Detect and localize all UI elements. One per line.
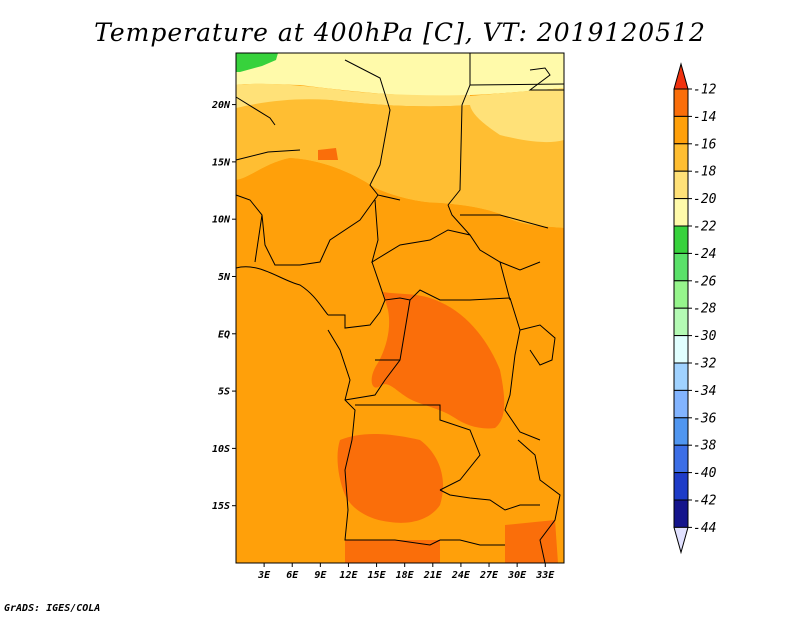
lat-tick-label: 10S bbox=[212, 444, 230, 455]
lat-tick-label: 15S bbox=[212, 501, 230, 512]
field-patch-minus-14-north bbox=[318, 148, 338, 160]
field-blob-minus-14-congo bbox=[371, 292, 505, 429]
colorbar-label: -44 bbox=[693, 521, 716, 536]
colorbar-label: -18 bbox=[693, 165, 717, 180]
colorbar-label: -30 bbox=[693, 329, 717, 344]
lon-tick-label: 3E bbox=[257, 570, 271, 581]
colorbar-swatch bbox=[673, 417, 689, 446]
lon-tick-label: 12E bbox=[339, 570, 358, 581]
colorbar-bottom-arrow bbox=[673, 526, 689, 555]
colorbar-swatch bbox=[673, 115, 689, 145]
colorbar-label: -20 bbox=[693, 192, 717, 207]
colorbar-swatch bbox=[673, 280, 689, 309]
lon-tick-label: 33E bbox=[535, 570, 555, 581]
field-band-minus-18 bbox=[236, 88, 564, 228]
field-blob-minus-14-angola bbox=[337, 434, 444, 523]
colorbar-swatch bbox=[673, 444, 689, 474]
lat-tick-label: 5S bbox=[218, 387, 230, 398]
field-blob-minus-14-south bbox=[345, 540, 440, 563]
lon-tick-label: 30E bbox=[507, 570, 527, 581]
colorbar-label: -14 bbox=[693, 110, 716, 125]
colorbar-label: -38 bbox=[693, 439, 717, 454]
colorbar-label: -28 bbox=[693, 302, 717, 317]
longitude-axis: 3E 6E 9E 12E 15E 18E 21E 24E 27E 30E 33E bbox=[257, 563, 555, 581]
lat-tick-label: 10N bbox=[212, 215, 231, 226]
field-patch-ne bbox=[470, 88, 564, 143]
temperature-field bbox=[236, 53, 564, 563]
field-patch-minus-24 bbox=[236, 53, 278, 72]
grads-credit: GrADS: IGES/COLA bbox=[4, 603, 101, 614]
colorbar-label: -16 bbox=[693, 137, 717, 152]
colorbar-label: -40 bbox=[693, 466, 717, 481]
colorbar-top-arrow bbox=[673, 62, 689, 90]
lon-tick-label: 27E bbox=[479, 570, 499, 581]
colorbar-swatch bbox=[673, 472, 689, 501]
map-frame bbox=[235, 52, 565, 564]
colorbar-swatch bbox=[673, 170, 689, 200]
colorbar-swatch bbox=[673, 362, 689, 391]
lon-tick-label: 24E bbox=[451, 570, 471, 581]
colorbar-label: -22 bbox=[693, 220, 717, 235]
field-band-minus-20 bbox=[236, 83, 470, 110]
lon-tick-label: 15E bbox=[368, 570, 387, 581]
colorbar-label: -42 bbox=[693, 494, 717, 509]
field-blob-minus-14-se bbox=[505, 520, 558, 563]
lon-tick-label: 6E bbox=[286, 570, 299, 581]
colorbar-label: -32 bbox=[693, 357, 717, 372]
colorbar-swatch bbox=[673, 389, 689, 419]
colorbar-swatch bbox=[673, 499, 689, 528]
colorbar: -12 -14 -16 -18 -20 -22 -24 -26 -28 -30 -32 -34 -36 -… bbox=[673, 62, 717, 555]
lon-tick-label: 21E bbox=[423, 570, 443, 581]
lat-tick-label: 15N bbox=[212, 157, 231, 168]
colorbar-swatch bbox=[673, 307, 689, 337]
lon-tick-label: 9E bbox=[314, 570, 327, 581]
lon-tick-label: 18E bbox=[396, 570, 415, 581]
colorbar-label: -34 bbox=[693, 384, 716, 399]
colorbar-label: -26 bbox=[693, 274, 717, 289]
lat-tick-label: 5N bbox=[218, 272, 231, 283]
latitude-axis: 20N 15N 10N 5N EQ 5S 10S 15S bbox=[211, 100, 236, 512]
colorbar-swatch bbox=[673, 143, 689, 172]
colorbar-label: -36 bbox=[693, 411, 717, 426]
colorbar-swatch bbox=[673, 252, 689, 282]
colorbar-swatch bbox=[673, 335, 689, 364]
colorbar-swatch bbox=[673, 88, 689, 117]
lat-tick-label: 20N bbox=[211, 100, 231, 111]
colorbar-label: -24 bbox=[693, 247, 716, 262]
colorbar-swatch bbox=[673, 225, 689, 254]
colorbar-label: -12 bbox=[693, 83, 717, 98]
map-title: Temperature at 400hPa [C], VT: 201912051… bbox=[94, 18, 706, 47]
colorbar-swatch bbox=[673, 198, 689, 227]
country-borders bbox=[235, 53, 565, 564]
lat-tick-label: EQ bbox=[218, 329, 230, 340]
